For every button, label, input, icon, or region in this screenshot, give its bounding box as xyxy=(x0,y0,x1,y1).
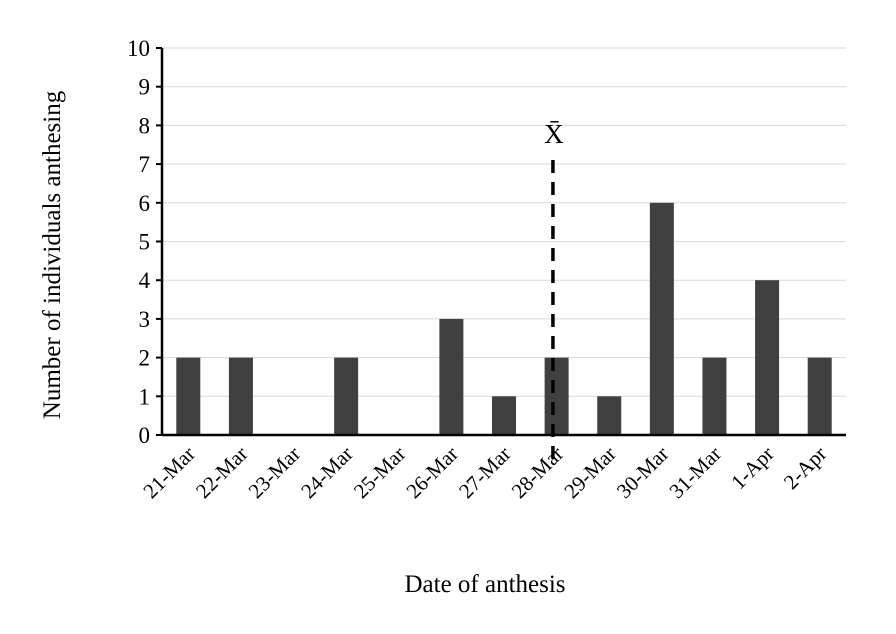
x-tick-label: 27-Mar xyxy=(454,442,516,504)
bar-24-Mar xyxy=(334,357,359,435)
y-tick-label: 9 xyxy=(139,75,151,100)
y-tick-label: 8 xyxy=(139,113,151,138)
x-tick-label: 26-Mar xyxy=(401,442,463,504)
x-tick-label: 28-Mar xyxy=(507,442,569,504)
y-tick-label: 7 xyxy=(139,152,151,177)
y-axis-label: Number of individuals anthesing xyxy=(39,90,66,419)
bar-21-Mar xyxy=(176,357,201,435)
x-tick-label: 23-Mar xyxy=(244,442,306,504)
x-axis-label: Date of anthesis xyxy=(404,571,565,598)
x-tick-label: 29-Mar xyxy=(559,442,621,504)
x-tick-label: 2-Apr xyxy=(779,442,831,494)
x-tick-label: 30-Mar xyxy=(612,442,674,504)
y-tick-label: 10 xyxy=(127,36,150,61)
bar-26-Mar xyxy=(439,318,464,435)
y-tick-label: 0 xyxy=(139,423,151,448)
mean-label: X̄ xyxy=(544,119,564,149)
bar-31-Mar xyxy=(702,357,727,435)
y-tick-label: 6 xyxy=(139,191,151,216)
x-tick-label: 25-Mar xyxy=(349,442,411,504)
y-tick-label: 1 xyxy=(139,384,151,409)
bar-29-Mar xyxy=(597,396,622,435)
x-tick-label: 31-Mar xyxy=(664,442,726,504)
y-tick-label: 4 xyxy=(139,268,151,293)
x-tick-label: 21-Mar xyxy=(138,442,200,504)
bar-28-Mar xyxy=(544,357,569,435)
y-tick-label: 5 xyxy=(139,230,151,255)
bar-1-Apr xyxy=(755,280,780,435)
x-tick-label: 1-Apr xyxy=(726,442,778,494)
bar-22-Mar xyxy=(228,357,253,435)
y-tick-label: 2 xyxy=(139,346,151,371)
x-tick-label: 22-Mar xyxy=(191,442,253,504)
bar-30-Mar xyxy=(649,202,674,435)
y-tick-label: 3 xyxy=(139,307,151,332)
bar-27-Mar xyxy=(492,396,516,435)
bar-2-Apr xyxy=(807,357,832,435)
x-tick-label: 24-Mar xyxy=(296,442,358,504)
